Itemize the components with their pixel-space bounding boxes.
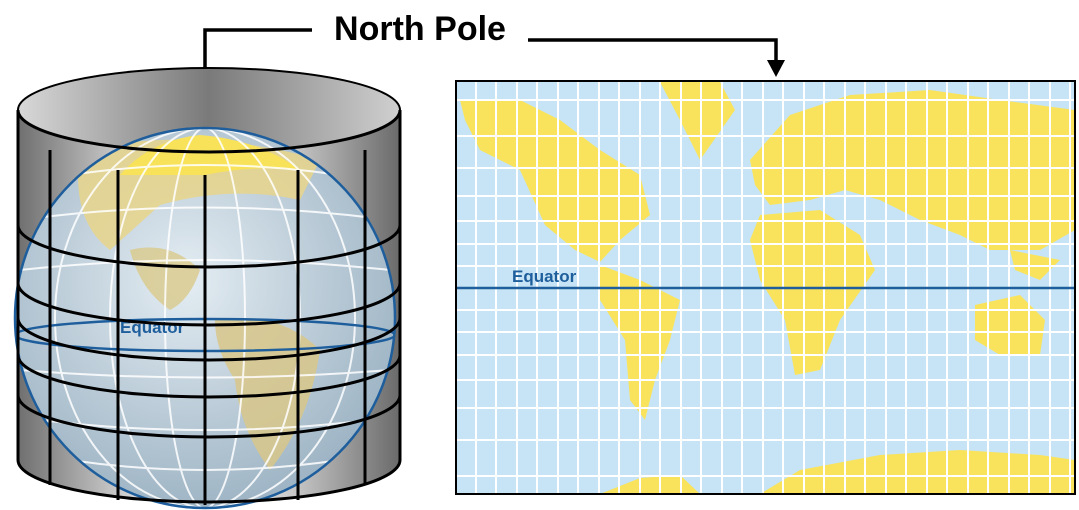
map-equator-label: Equator [512,267,577,286]
map-border [455,80,1076,495]
title: North Pole [334,10,506,48]
cylinder-grid [16,109,402,505]
globe-outline [13,126,397,510]
